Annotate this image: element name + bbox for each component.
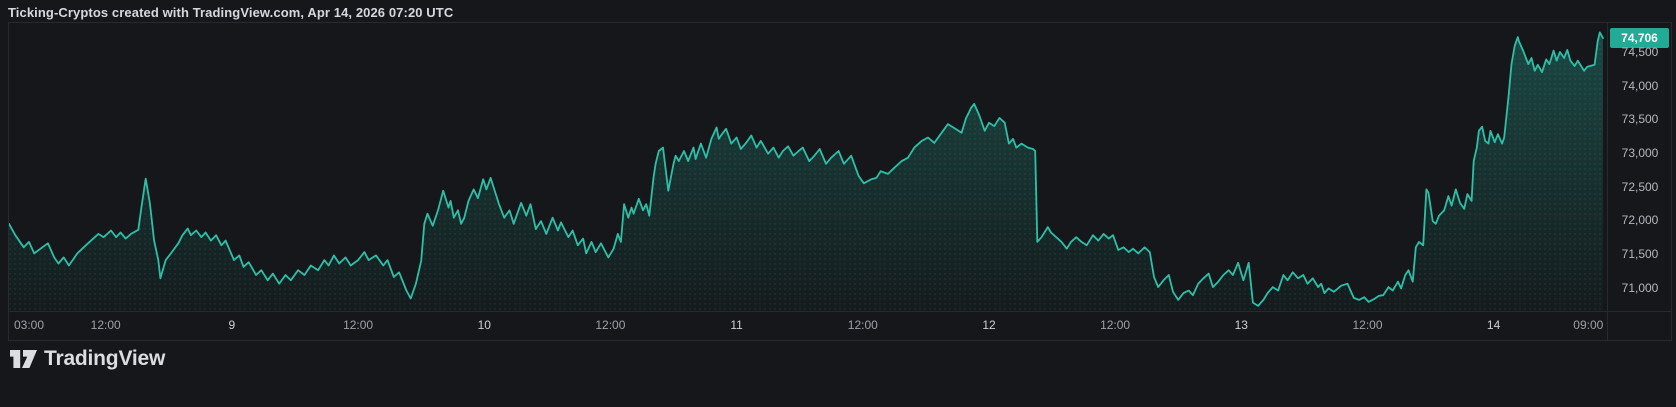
tradingview-logo-icon [10, 350, 37, 368]
price-label: 74,500 [1621, 45, 1659, 59]
time-label: 12:00 [847, 318, 878, 332]
last-price-badge: 74,706 [1610, 28, 1669, 49]
price-label: 73,500 [1621, 112, 1659, 127]
time-label: 12:00 [1100, 318, 1131, 332]
tradingview-wordmark: TradingView [44, 347, 166, 370]
price-axis-divider [1607, 23, 1608, 340]
price-label: 72,000 [1621, 213, 1659, 228]
price-line [9, 31, 1604, 307]
time-axis[interactable]: 03:00 12:00 9 12:00 10 12:00 11 12:00 12 12:00 13 1… [9, 312, 1607, 341]
price-label: 73,000 [1621, 146, 1659, 160]
time-axis-divider [9, 311, 1671, 312]
time-label: 03:00 [13, 318, 45, 332]
time-label: 11 [730, 318, 743, 332]
price-label: 71,500 [1621, 247, 1659, 262]
time-label: 9 [228, 318, 236, 332]
time-label: 09:00 [1573, 318, 1604, 332]
time-label: 10 [477, 318, 491, 332]
chart-title: Ticking-Cryptos created with TradingView… [8, 5, 454, 20]
time-label: 14 [1486, 318, 1501, 332]
time-label: 12:00 [595, 318, 626, 332]
time-label: 12:00 [90, 318, 121, 332]
chart-frame: 74,706 74,500 74,000 73,500 73,000 72,500 72,… [8, 22, 1672, 341]
price-label: 72,500 [1621, 179, 1659, 194]
price-axis[interactable]: 74,706 74,500 74,000 73,500 73,000 72,500 72,… [1608, 23, 1672, 311]
price-chart-canvas[interactable] [9, 23, 1607, 311]
price-label: 74,000 [1621, 78, 1659, 93]
time-label: 12 [982, 318, 996, 332]
time-label: 12:00 [343, 318, 374, 332]
price-label: 71,000 [1621, 280, 1659, 295]
area-fill-dots [9, 32, 1603, 311]
tradingview-logo[interactable]: TradingView [10, 345, 165, 373]
time-label: 12:00 [1352, 318, 1383, 332]
time-label: 13 [1234, 318, 1248, 332]
